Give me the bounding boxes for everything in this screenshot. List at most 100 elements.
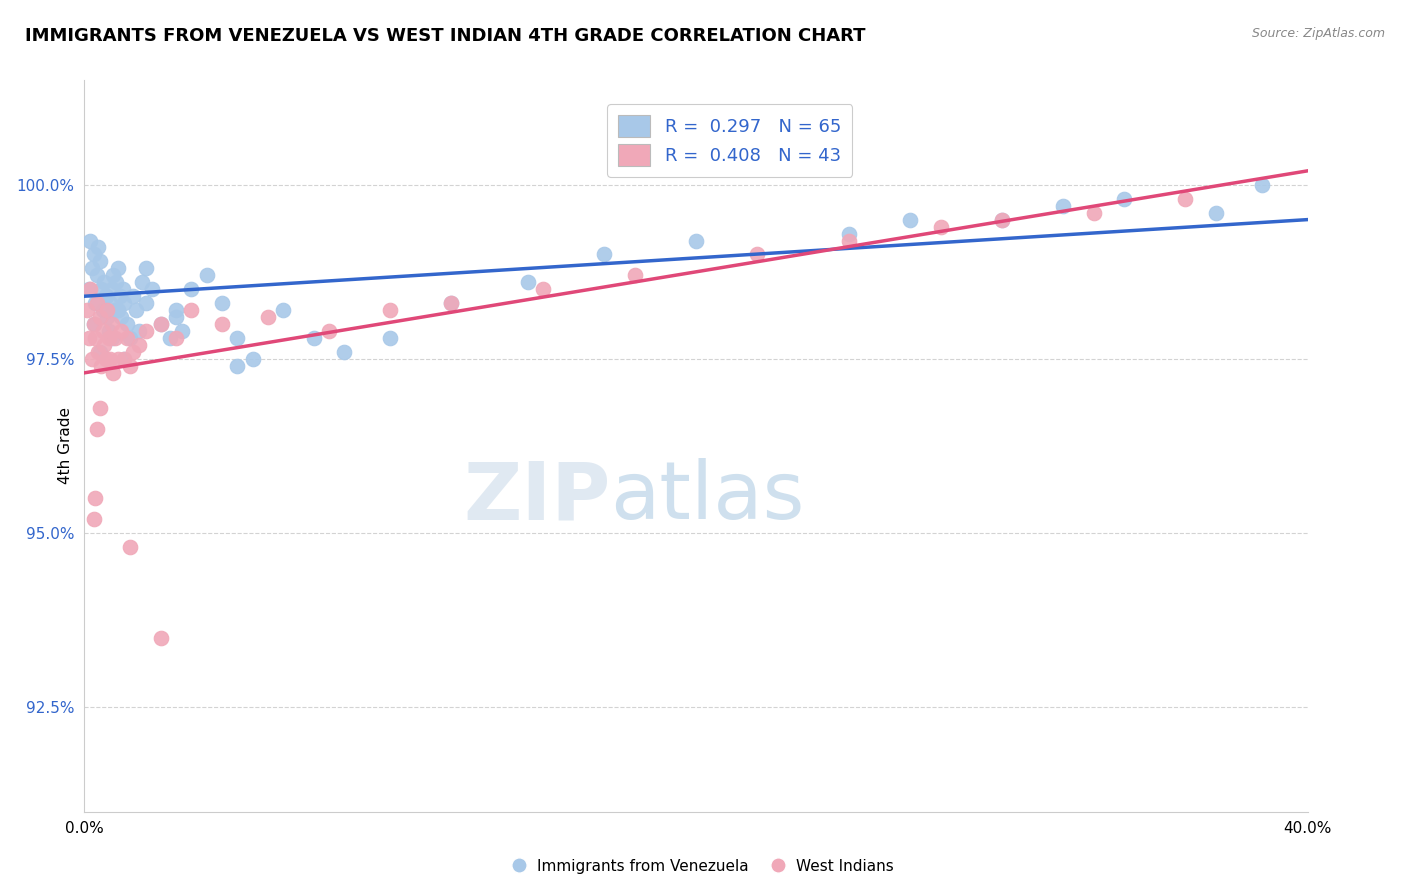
Point [120,359,142,373]
Point [97,324,120,338]
Point [242,351,264,366]
Point [1114,192,1136,206]
Point [149,631,172,645]
Point [94,351,117,366]
Point [120,331,142,345]
Point [380,331,402,345]
Point [302,331,325,345]
Point [107,261,129,276]
Point [898,212,921,227]
Point [685,234,707,248]
Point [80,261,103,276]
Point [89,401,111,415]
Point [83,317,105,331]
Point [86,268,108,283]
Point [1250,178,1272,192]
Point [103,268,125,283]
Point [929,219,952,234]
Point [112,351,135,366]
Point [115,331,138,345]
Point [89,310,111,325]
Point [838,227,860,241]
Point [107,303,129,318]
Point [135,296,157,310]
Point [93,338,115,352]
Point [84,296,107,310]
Point [104,331,127,345]
Point [991,212,1014,227]
Point [195,268,218,283]
Point [89,345,111,359]
Point [91,303,114,318]
Point [101,317,124,331]
Point [172,324,194,338]
Point [226,331,249,345]
Point [94,289,117,303]
Point [257,310,280,325]
Point [165,331,187,345]
Point [165,310,187,325]
Point [79,234,101,248]
Point [1205,205,1227,219]
Point [87,240,110,254]
Point [112,296,135,310]
Point [516,275,538,289]
Point [141,282,163,296]
Point [128,338,150,352]
Point [86,296,108,310]
Point [1174,192,1197,206]
Point [991,212,1014,227]
Point [101,282,124,296]
Point [149,317,172,331]
Point [111,282,134,296]
Point [165,303,187,318]
Point [211,296,233,310]
Text: atlas: atlas [610,458,804,536]
Point [110,310,132,325]
Point [96,310,118,325]
Point [93,275,115,289]
Point [180,303,202,318]
Point [318,324,340,338]
Text: ZIP: ZIP [463,458,610,536]
Point [98,351,121,366]
Point [79,282,101,296]
Point [84,491,107,506]
Point [333,345,356,359]
Point [838,234,860,248]
Point [91,324,114,338]
Point [80,351,103,366]
Point [380,303,402,318]
Point [87,345,110,359]
Point [159,331,181,345]
Point [226,359,249,373]
Legend: Immigrants from Venezuela, West Indians: Immigrants from Venezuela, West Indians [506,853,900,880]
Point [97,331,120,345]
Y-axis label: 4th Grade: 4th Grade [58,408,73,484]
Point [440,296,463,310]
Point [105,275,128,289]
Point [98,296,121,310]
Point [104,303,127,318]
Point [135,261,157,276]
Point [624,268,647,283]
Point [110,324,132,338]
Point [1083,205,1105,219]
Point [440,296,463,310]
Point [77,331,100,345]
Point [271,303,294,318]
Point [747,247,769,261]
Point [107,351,129,366]
Point [96,303,118,318]
Point [115,317,138,331]
Text: Source: ZipAtlas.com: Source: ZipAtlas.com [1251,27,1385,40]
Point [531,282,554,296]
Point [122,289,145,303]
Point [120,540,142,554]
Point [103,366,125,380]
Point [135,324,157,338]
Point [84,331,107,345]
Point [101,331,124,345]
Point [131,275,153,289]
Point [83,247,105,261]
